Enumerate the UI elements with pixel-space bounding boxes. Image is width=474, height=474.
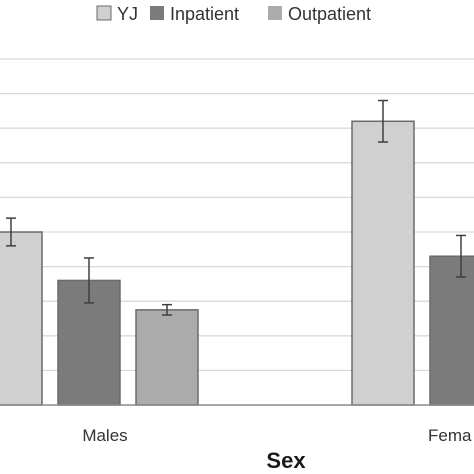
error-bar-yj-males xyxy=(6,217,16,247)
legend-swatch-outpatient xyxy=(268,6,282,20)
error-bar-inpatient-males xyxy=(84,257,94,304)
legend-label-outpatient: Outpatient xyxy=(288,4,371,24)
error-bar-inpatient-females xyxy=(456,234,466,278)
legend-swatch-yj xyxy=(96,5,112,21)
legend-label-inpatient: Inpatient xyxy=(170,4,239,24)
x-tick-label-females: Fema xyxy=(428,426,472,445)
legend-swatch-inpatient xyxy=(150,6,164,20)
bars xyxy=(0,120,474,406)
bar-yj-females xyxy=(351,120,415,406)
error-bar-outpatient-males xyxy=(162,303,172,316)
bar-inpatient-females xyxy=(429,255,474,406)
x-tick-label-males: Males xyxy=(82,426,127,445)
bar-yj-males xyxy=(0,231,43,406)
error-bar-yj-females xyxy=(378,99,388,143)
bar-outpatient-males xyxy=(135,309,199,406)
legend-label-yj: YJ xyxy=(117,4,138,24)
error-bars xyxy=(6,99,466,316)
x-axis-title: Sex xyxy=(266,448,306,473)
legend: YJ Inpatient Outpatient xyxy=(96,4,371,24)
